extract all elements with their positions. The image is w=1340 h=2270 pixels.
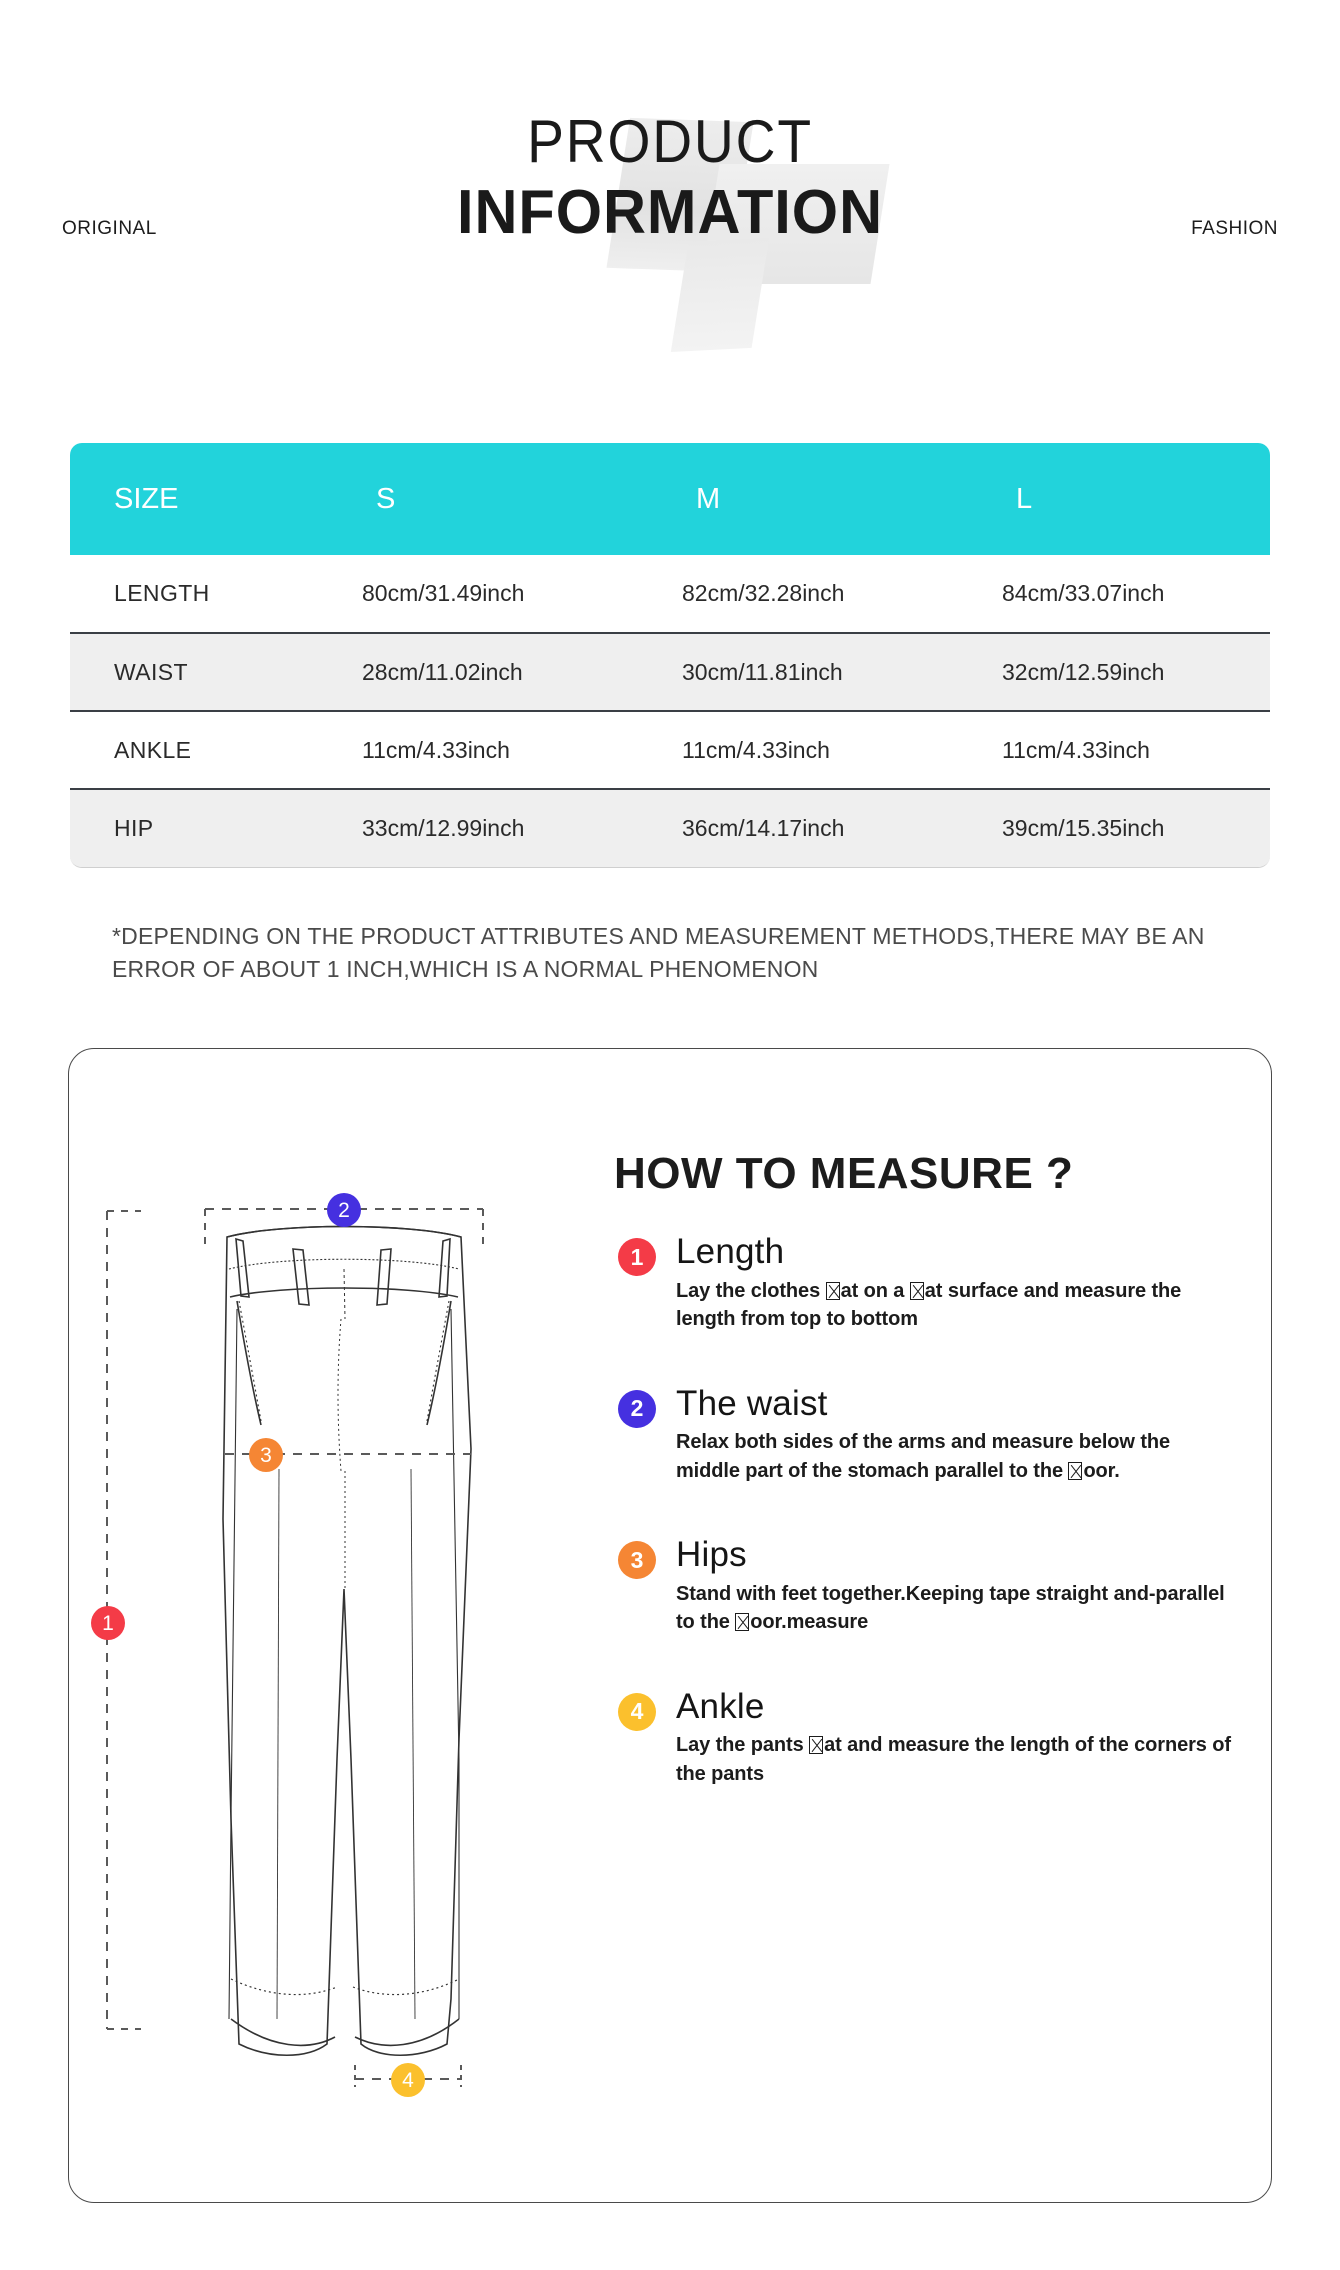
- step-desc-fragment: at and measure the length of the corners…: [676, 1734, 1231, 1785]
- cell-hip-s: 33cm/12.99inch: [300, 788, 620, 867]
- marker-number: 3: [260, 1443, 272, 1467]
- diagram-marker-4: 4: [391, 2063, 425, 2097]
- step-desc-fragment: Stand with feet together.Keeping tape st…: [676, 1582, 1225, 1634]
- measure-step-hips: 3 Hips Stand with feet together.Keeping …: [614, 1535, 1234, 1637]
- header-left-label: ORIGINAL: [62, 218, 157, 239]
- step-desc-fragment: at on a: [840, 1279, 910, 1302]
- table-row: ANKLE 11cm/4.33inch 11cm/4.33inch 11cm/4…: [70, 710, 1270, 789]
- missing-glyph-icon: [809, 1736, 824, 1755]
- measure-steps-list: 1 Length Lay the clothes at on a at surf…: [614, 1232, 1234, 1840]
- cell-length-m: 82cm/32.28inch: [682, 580, 845, 606]
- step-badge-4: 4: [618, 1692, 656, 1731]
- row-label-ankle: ANKLE: [70, 710, 300, 789]
- table-header-row: SIZE S M L: [70, 443, 1270, 555]
- cell-waist-l: 32cm/12.59inch: [940, 632, 1270, 711]
- marker-number: 4: [402, 2068, 414, 2092]
- measure-step-waist: 2 The waist Relax both sides of the arms…: [614, 1383, 1234, 1486]
- step-description-length: Lay the clothes at on a at surface and m…: [676, 1277, 1234, 1334]
- step-desc-fragment: Lay the clothes: [676, 1279, 826, 1302]
- column-header-large: L: [940, 443, 1270, 555]
- missing-glyph-icon: [735, 1613, 750, 1632]
- measure-step-ankle: 4 Ankle Lay the pants at and measure the…: [614, 1686, 1234, 1789]
- cell-waist-m: 30cm/11.81inch: [620, 632, 940, 711]
- step-desc-fragment: Relax both sides of the arms and measure…: [676, 1431, 1171, 1482]
- pants-illustration-svg: [106, 1208, 484, 2087]
- step-title-ankle: Ankle: [676, 1686, 765, 1726]
- missing-glyph-icon: [1068, 1461, 1083, 1480]
- cell-ankle-s: 11cm/4.33inch: [300, 710, 620, 789]
- measurement-disclaimer: *DEPENDING ON THE PRODUCT ATTRIBUTES AND…: [112, 923, 1205, 983]
- brush-stroke-decoration: [670, 237, 770, 353]
- step-desc-fragment: oor.measure: [750, 1611, 869, 1634]
- cell-ankle-m: 11cm/4.33inch: [620, 710, 940, 789]
- title-line-product: PRODUCT: [527, 108, 813, 175]
- row-label-hip: HIP: [70, 788, 300, 867]
- step-description-waist: Relax both sides of the arms and measure…: [676, 1428, 1234, 1485]
- step-number: 4: [630, 1698, 644, 1725]
- size-chart-table: SIZE S M L LENGTH 80cm/31.49inch 82cm/32…: [70, 443, 1270, 868]
- step-desc-fragment: Lay the pants: [676, 1734, 810, 1757]
- page-header: ORIGINAL FASHION PRODUCT INFORMATION: [0, 0, 1340, 353]
- step-number: 3: [630, 1546, 644, 1573]
- how-to-measure-title: HOW TO MEASURE ?: [614, 1149, 1074, 1198]
- missing-glyph-icon: [825, 1281, 840, 1300]
- marker-number: 1: [102, 1611, 114, 1635]
- column-header-size: SIZE: [70, 443, 300, 555]
- page-title: PRODUCT INFORMATION: [350, 108, 990, 353]
- cell-hip-l: 39cm/15.35inch: [940, 788, 1270, 867]
- step-badge-3: 3: [618, 1541, 656, 1580]
- header-right-label: FASHION: [1191, 218, 1278, 239]
- diagram-marker-2: 2: [327, 1193, 361, 1227]
- how-to-measure-panel: HOW TO MEASURE ?: [68, 1048, 1272, 2203]
- step-number: 1: [630, 1243, 644, 1270]
- cell-waist-s: 28cm/11.02inch: [300, 632, 620, 711]
- table-row: LENGTH 80cm/31.49inch 82cm/32.28inch 84c…: [70, 555, 1270, 633]
- step-title-length: Length: [676, 1232, 785, 1271]
- step-desc-fragment: at surface and measure the length from t…: [676, 1279, 1182, 1331]
- missing-glyph-icon: [909, 1281, 924, 1300]
- title-line-information: INFORMATION: [456, 178, 884, 247]
- row-label-length: LENGTH: [114, 580, 210, 606]
- cell-length-s: 80cm/31.49inch: [362, 580, 525, 606]
- step-description-ankle: Lay the pants at and measure the length …: [676, 1731, 1234, 1788]
- step-badge-1: 1: [618, 1238, 656, 1276]
- step-desc-fragment: oor.: [1083, 1459, 1120, 1482]
- cell-length-l: 84cm/33.07inch: [1002, 580, 1165, 606]
- diagram-marker-1: 1: [91, 1606, 125, 1640]
- step-title-hips: Hips: [676, 1535, 747, 1575]
- table-row: HIP 33cm/12.99inch 36cm/14.17inch 39cm/1…: [70, 788, 1270, 867]
- cell-hip-m: 36cm/14.17inch: [620, 788, 940, 867]
- table-row: WAIST 28cm/11.02inch 30cm/11.81inch 32cm…: [70, 632, 1270, 711]
- column-header-medium: M: [620, 443, 940, 555]
- column-header-small: S: [300, 443, 620, 555]
- marker-number: 2: [338, 1198, 350, 1222]
- pants-diagram: 2 3 1 4: [79, 1119, 609, 2149]
- step-badge-2: 2: [618, 1389, 656, 1428]
- step-number: 2: [630, 1395, 644, 1422]
- measure-step-length: 1 Length Lay the clothes at on a at surf…: [614, 1232, 1234, 1334]
- step-title-waist: The waist: [676, 1383, 828, 1423]
- diagram-marker-3: 3: [249, 1438, 283, 1472]
- step-description-hips: Stand with feet together.Keeping tape st…: [676, 1580, 1234, 1637]
- cell-ankle-l: 11cm/4.33inch: [940, 710, 1270, 789]
- row-label-waist: WAIST: [70, 632, 300, 711]
